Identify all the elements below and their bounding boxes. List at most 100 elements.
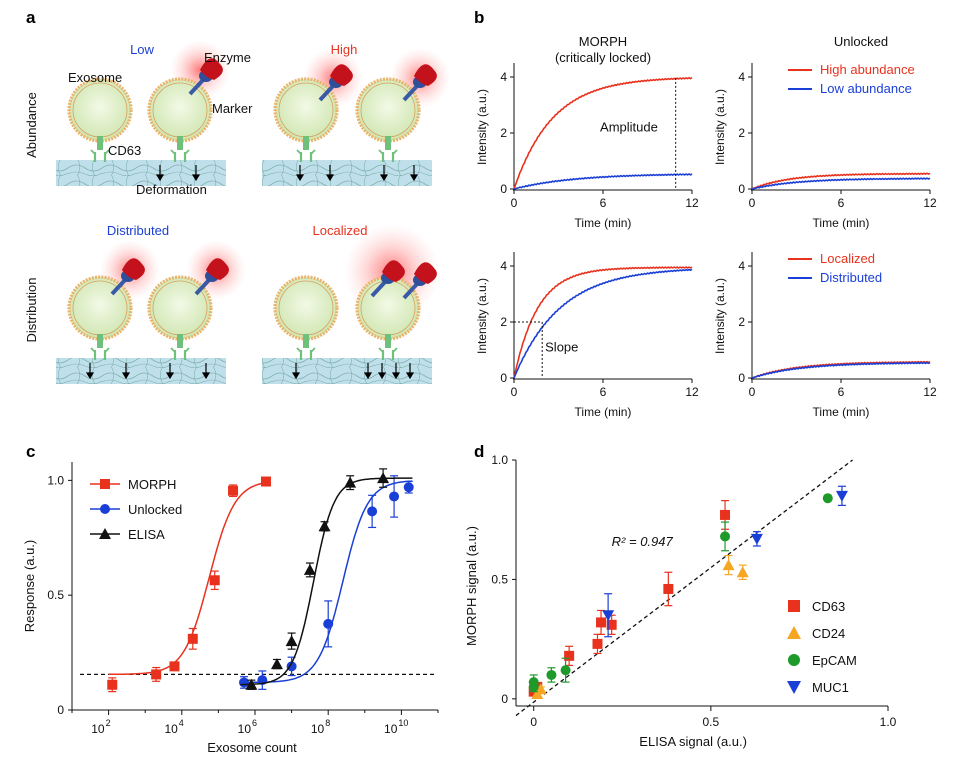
y-tick-label: 0: [738, 182, 745, 196]
data-point: [107, 679, 118, 690]
data-point: [720, 509, 731, 520]
y-tick-label: 0: [500, 182, 507, 196]
y-axis-label: Intensity (a.u.): [475, 278, 489, 354]
data-point: [303, 563, 316, 575]
x-axis-label: Time (min): [813, 405, 870, 419]
chart-title: MORPH: [579, 34, 627, 49]
series-line-0: [751, 172, 931, 190]
y-tick-label: 2: [500, 126, 507, 140]
data-point: [546, 669, 557, 680]
data-point: [245, 678, 258, 690]
data-point: [367, 506, 378, 517]
panel-a-schematic: Abundance Distribution Low High Distribu…: [24, 40, 450, 384]
series-line-0: [513, 266, 693, 379]
x-tick-label: 6: [600, 196, 607, 210]
data-point: [564, 650, 575, 661]
series-line-1: [513, 268, 693, 379]
data-point: [344, 476, 357, 488]
y-tick-label: 1.0: [47, 473, 64, 487]
data-point: [260, 476, 271, 487]
data-point: [787, 681, 801, 694]
x-axis-label: Exosome count: [207, 740, 297, 755]
data-point: [592, 638, 603, 649]
data-point: [100, 504, 110, 514]
chart-title: Unlocked: [834, 34, 888, 49]
series-line-0: [513, 76, 693, 190]
y-tick-label: 2: [738, 126, 745, 140]
y-tick-label: 0.5: [491, 572, 508, 586]
y-axis-label: Intensity (a.u.): [713, 89, 727, 165]
chart-correlation: 0 0.5 1.0 0 0.5 1.0 ELISA signal (a.u.) MORPH s…: [464, 453, 897, 749]
y-tick-label: 4: [738, 259, 745, 273]
x-axis-label: Time (min): [813, 216, 870, 230]
data-point: [151, 669, 162, 680]
data-point: [596, 617, 607, 628]
data-point: [169, 661, 180, 672]
series-line-1: [751, 361, 931, 379]
data-point: [389, 491, 400, 502]
x-tick-label: 0.5: [703, 715, 720, 729]
data-point: [602, 610, 615, 622]
y-axis-label: MORPH signal (a.u.): [464, 526, 479, 646]
data-point: [100, 479, 110, 489]
exosome: [273, 275, 339, 362]
data-point: [534, 683, 547, 695]
annotation-r-squared: R² = 0.947: [612, 534, 674, 549]
legend-label: Localized: [820, 251, 875, 266]
x-axis-label: ELISA signal (a.u.): [639, 734, 747, 749]
x-tick-exponent: 2: [106, 718, 111, 728]
legend-label: Low abundance: [820, 81, 912, 96]
surface-mesh: [262, 358, 432, 384]
series-line-1: [513, 173, 693, 190]
annotation-amplitude: Amplitude: [600, 120, 658, 135]
x-tick-label: 0: [511, 385, 518, 399]
surface-mesh: [56, 358, 226, 384]
chart-subtitle: (critically locked): [555, 50, 651, 65]
surface-mesh: [262, 160, 432, 186]
y-tick-label: 0: [500, 371, 507, 385]
chart-unlocked-abundance: 0 2 4 0 6 12 Time (min) Intensity (a.u.) Unlocke…: [713, 34, 937, 230]
panel-label-a: a: [26, 8, 36, 27]
x-tick-base: 10: [384, 722, 398, 736]
x-tick-label: 12: [685, 385, 699, 399]
x-tick-label: 6: [600, 385, 607, 399]
x-tick-base: 10: [238, 722, 252, 736]
legend-label: CD63: [812, 599, 845, 614]
row-label-distribution: Distribution: [24, 277, 39, 342]
data-point: [606, 619, 617, 630]
y-tick-label: 4: [500, 70, 507, 84]
data-point: [720, 531, 731, 542]
annotation-slope: Slope: [545, 339, 578, 354]
data-point: [528, 677, 539, 688]
legend-label: MUC1: [812, 680, 849, 695]
fit-curve-1: [240, 480, 413, 684]
chart-morph-abundance: 0 2 4 0 6 12 Time (min) Intensity (a.u.) MORPH(c…: [475, 34, 699, 230]
x-tick-label: 6: [838, 385, 845, 399]
legend-label: High abundance: [820, 62, 915, 77]
x-tick-label: 0: [511, 196, 518, 210]
data-point: [209, 575, 220, 586]
x-tick-exponent: 8: [325, 718, 330, 728]
legend-label: ELISA: [128, 527, 165, 542]
data-point: [228, 485, 239, 496]
x-tick-exponent: 4: [179, 718, 184, 728]
chart-morph-distribution: 0 2 4 0 6 12 Time (min) Intensity (a.u.) Slope: [475, 252, 699, 419]
y-tick-label: 4: [738, 70, 745, 84]
legend-label: Unlocked: [128, 502, 182, 517]
data-point: [187, 633, 198, 644]
surface-mesh: [56, 160, 226, 186]
y-axis-label: Response (a.u.): [22, 540, 37, 633]
label-distributed: Distributed: [107, 223, 169, 238]
x-tick-exponent: 6: [252, 718, 257, 728]
data-point: [787, 626, 801, 639]
data-point: [99, 528, 111, 539]
legend-label: Distributed: [820, 270, 882, 285]
data-point: [722, 559, 735, 571]
label-cd63: CD63: [108, 143, 141, 158]
legend-label: EpCAM: [812, 653, 857, 668]
exosome: [147, 77, 213, 164]
y-tick-label: 2: [500, 315, 507, 329]
x-tick-exponent: 10: [398, 718, 408, 728]
fit-curve-2: [240, 477, 413, 686]
